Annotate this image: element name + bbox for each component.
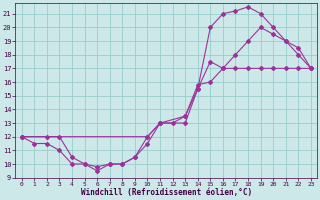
X-axis label: Windchill (Refroidissement éolien,°C): Windchill (Refroidissement éolien,°C) (81, 188, 252, 197)
